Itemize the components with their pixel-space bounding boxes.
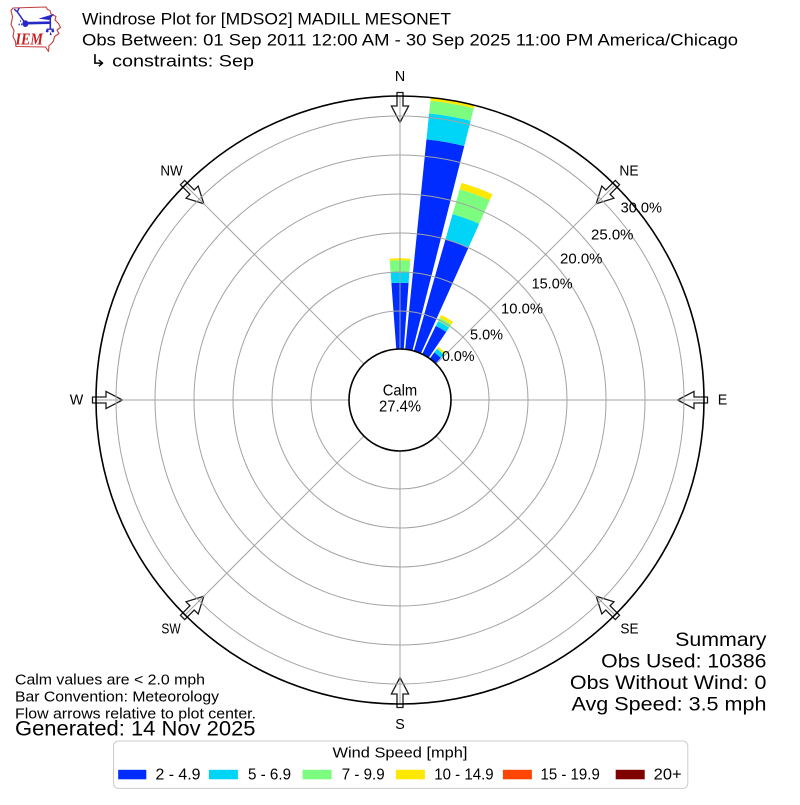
svg-text:IEM: IEM: [15, 30, 44, 49]
svg-text:Flow arrows relative to plot c: Flow arrows relative to plot center.: [15, 707, 256, 723]
svg-text:N: N: [395, 69, 405, 85]
svg-text:Bar Convention: Meteorology: Bar Convention: Meteorology: [15, 690, 220, 706]
svg-text:25.0%: 25.0%: [591, 227, 634, 243]
svg-text:S: S: [395, 717, 405, 733]
svg-text:↳ constraints: Sep: ↳ constraints: Sep: [90, 52, 254, 71]
svg-text:5.0%: 5.0%: [470, 328, 503, 344]
svg-text:Calm: Calm: [383, 383, 418, 400]
svg-text:E: E: [718, 393, 728, 409]
svg-text:15 - 19.9: 15 - 19.9: [541, 767, 600, 784]
svg-text:2 - 4.9: 2 - 4.9: [156, 767, 201, 784]
svg-text:10.0%: 10.0%: [501, 302, 543, 318]
svg-text:NW: NW: [160, 164, 183, 180]
svg-text:W: W: [70, 393, 84, 409]
svg-text:7 - 9.9: 7 - 9.9: [342, 767, 385, 784]
svg-text:0.0%: 0.0%: [442, 349, 475, 365]
svg-text:27.4%: 27.4%: [379, 399, 421, 416]
svg-text:5 - 6.9: 5 - 6.9: [248, 767, 291, 784]
svg-text:Wind Speed [mph]: Wind Speed [mph]: [333, 745, 468, 762]
svg-text:SW: SW: [161, 622, 181, 638]
svg-text:20+: 20+: [654, 767, 682, 784]
svg-text:NE: NE: [619, 164, 638, 180]
svg-text:Obs Used: 10386: Obs Used: 10386: [601, 651, 766, 673]
svg-text:Obs Between: 01 Sep 2011 12:00: Obs Between: 01 Sep 2011 12:00 AM - 30 S…: [82, 31, 738, 50]
svg-text:Summary: Summary: [675, 629, 767, 651]
svg-text:20.0%: 20.0%: [560, 252, 603, 268]
svg-text:Generated: 14 Nov 2025: Generated: 14 Nov 2025: [15, 718, 256, 741]
svg-text:15.0%: 15.0%: [532, 276, 573, 292]
svg-text:Obs Without Wind: 0: Obs Without Wind: 0: [570, 672, 767, 694]
svg-text:Avg Speed: 3.5 mph: Avg Speed: 3.5 mph: [572, 694, 767, 716]
svg-text:Calm values are < 2.0 mph: Calm values are < 2.0 mph: [15, 673, 205, 689]
svg-text:30.0%: 30.0%: [621, 201, 662, 217]
svg-text:10 - 14.9: 10 - 14.9: [434, 767, 493, 784]
svg-text:SE: SE: [620, 622, 638, 638]
svg-text:Windrose Plot for [MDSO2] MADI: Windrose Plot for [MDSO2] MADILL MESONET: [82, 10, 451, 29]
